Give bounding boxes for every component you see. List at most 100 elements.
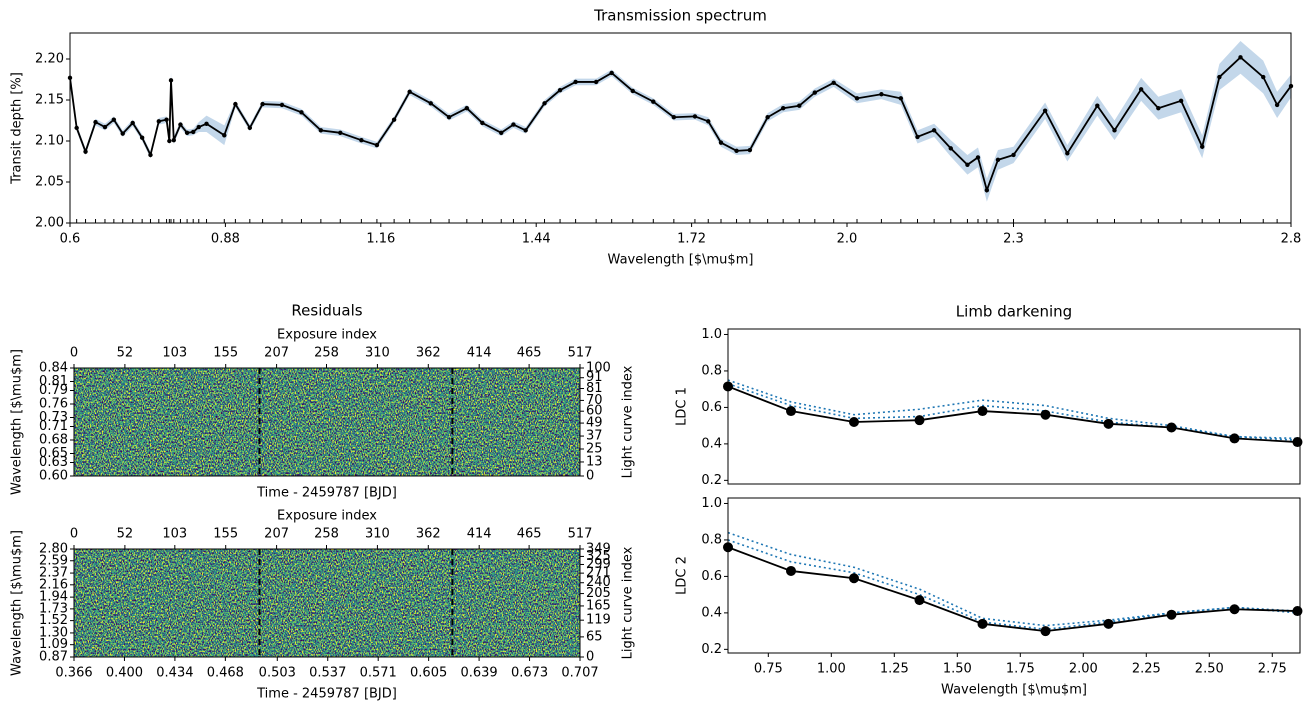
x-tick-label: 0.434 xyxy=(156,666,193,681)
point xyxy=(1156,105,1161,111)
point xyxy=(222,133,227,138)
point xyxy=(1166,609,1177,620)
point xyxy=(1229,604,1240,615)
x-axis-label: Time - 2459787 [BJD] xyxy=(256,486,397,501)
point xyxy=(1200,144,1205,149)
point xyxy=(499,130,504,135)
axes-frame xyxy=(727,328,1301,485)
x-tick-label: 0.468 xyxy=(207,666,244,681)
point xyxy=(184,130,190,135)
point xyxy=(318,128,324,133)
point xyxy=(191,129,196,135)
point xyxy=(338,130,343,135)
y2-tick-label: 81 xyxy=(586,381,603,396)
point xyxy=(446,115,452,120)
y-axis-label: LDC 1 xyxy=(675,387,690,426)
point xyxy=(164,117,169,122)
x-tick-label: 0.6 xyxy=(60,232,81,247)
x-axis-label: Wavelength [$\mu$m] xyxy=(608,253,754,268)
point xyxy=(573,79,578,85)
y-tick-label: 2.16 xyxy=(39,577,68,592)
y-tick-label: 0.8 xyxy=(701,363,722,378)
point xyxy=(780,105,786,111)
x2-axis-label: Exposure index xyxy=(277,509,377,524)
chart-title: Residuals xyxy=(291,302,362,320)
point xyxy=(718,140,724,145)
point xyxy=(1112,128,1117,133)
y-tick-label: 2.10 xyxy=(35,133,64,148)
point xyxy=(299,110,304,115)
x-tick-label: 1.50 xyxy=(943,662,972,677)
y-tick-label: 0.2 xyxy=(701,473,722,488)
point xyxy=(1229,433,1240,444)
y-tick-label: 0.4 xyxy=(701,605,722,620)
point xyxy=(391,117,397,122)
x-tick-label: 0.75 xyxy=(754,662,783,677)
heatmap xyxy=(74,368,580,476)
point xyxy=(1095,103,1100,108)
point xyxy=(120,131,125,136)
point xyxy=(139,135,145,140)
y2-tick-label: 13 xyxy=(586,454,603,469)
point xyxy=(593,79,599,85)
point xyxy=(148,152,153,158)
point xyxy=(931,128,937,133)
x-tick-label: 0.537 xyxy=(309,666,346,681)
point xyxy=(464,105,470,111)
point xyxy=(984,187,990,193)
y2-tick-label: 0 xyxy=(586,469,594,484)
point xyxy=(812,90,818,95)
point xyxy=(1178,98,1184,104)
y-tick-label: 0.2 xyxy=(701,642,722,657)
point xyxy=(797,103,802,108)
point xyxy=(542,101,547,106)
y2-tick-label: 299 xyxy=(586,557,611,572)
point xyxy=(1103,618,1114,629)
y-tick-label: 2.59 xyxy=(39,553,68,568)
point xyxy=(1138,87,1144,92)
x2-tick-label: 310 xyxy=(365,346,390,361)
y-tick-label: 0.65 xyxy=(39,446,68,461)
point xyxy=(130,120,135,126)
x-tick-label: 0.639 xyxy=(460,666,497,681)
x-tick-label: 2.3 xyxy=(1003,232,1024,247)
point xyxy=(557,87,563,93)
y2-axis-label: Light curve index xyxy=(621,546,636,659)
point xyxy=(914,595,925,606)
y-tick-label: 0.71 xyxy=(39,419,68,434)
point xyxy=(977,618,988,629)
point xyxy=(1042,108,1048,113)
point xyxy=(171,137,176,143)
x2-tick-label: 362 xyxy=(416,346,441,361)
point xyxy=(1292,606,1303,617)
y-tick-label: 2.15 xyxy=(35,92,64,107)
y-tick-label: 0.60 xyxy=(39,469,68,484)
y-axis-label: Transit depth [%] xyxy=(10,72,25,185)
x-tick-label: 0.400 xyxy=(106,666,143,681)
point xyxy=(260,101,265,107)
y2-tick-label: 60 xyxy=(586,404,603,419)
point xyxy=(1040,626,1051,637)
x2-tick-label: 517 xyxy=(568,527,593,542)
y-tick-label: 1.94 xyxy=(39,590,68,605)
y-tick-label: 0.87 xyxy=(39,650,68,665)
heatmap xyxy=(74,549,580,657)
x-tick-label: 2.25 xyxy=(1132,662,1161,677)
y-tick-label: 0.84 xyxy=(39,361,68,376)
x-tick-label: 1.44 xyxy=(522,232,551,247)
point xyxy=(511,122,516,127)
y-tick-label: 2.05 xyxy=(35,174,64,189)
point xyxy=(1292,437,1303,448)
point xyxy=(74,125,79,131)
series-line xyxy=(727,379,1298,440)
y-tick-label: 0.6 xyxy=(701,400,722,415)
x-tick-label: 2.00 xyxy=(1069,662,1098,677)
y2-tick-label: 119 xyxy=(586,613,611,628)
y-tick-label: 1.73 xyxy=(39,601,68,616)
point xyxy=(1011,152,1016,158)
point xyxy=(915,134,920,140)
series-line xyxy=(727,539,1298,631)
x-tick-label: 2.50 xyxy=(1195,662,1224,677)
point xyxy=(609,70,614,76)
point xyxy=(196,124,201,130)
